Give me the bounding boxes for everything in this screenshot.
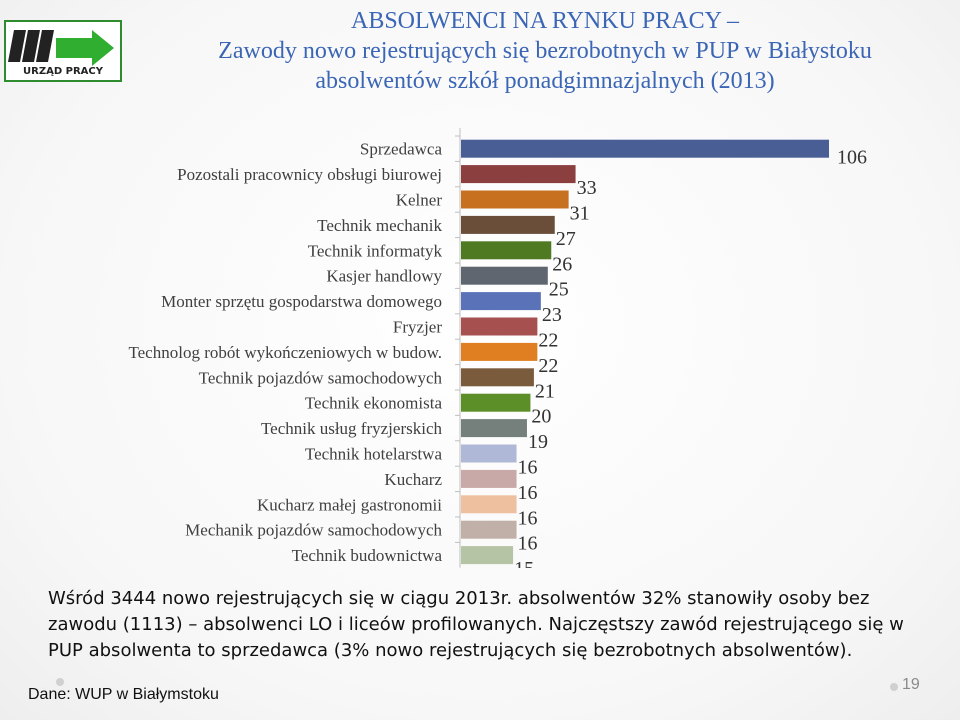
bar — [461, 165, 576, 184]
title-line-1: ABSOLWENCI NA RYNKU PRACY – — [350, 8, 740, 34]
data-label: 26 — [552, 253, 572, 275]
bar — [461, 546, 514, 565]
bar — [461, 368, 534, 387]
bar — [461, 266, 548, 285]
bar — [461, 495, 517, 514]
category-label: Mechanik pojazdów samochodowych — [185, 521, 442, 540]
logo-text: URZĄD PRACY — [23, 66, 103, 77]
urzad-pracy-logo: URZĄD PRACY — [4, 20, 122, 82]
data-label: 15 — [514, 558, 534, 568]
bar — [461, 139, 829, 158]
data-label: 16 — [518, 457, 538, 479]
data-label: 23 — [542, 304, 562, 326]
bar — [461, 520, 517, 539]
data-label: 16 — [518, 533, 538, 555]
decorative-dot — [56, 678, 64, 686]
title-line-3: absolwentów szkół ponadgimnazjalnych (20… — [315, 68, 775, 94]
data-label: 22 — [538, 355, 558, 377]
data-label: 19 — [528, 431, 548, 453]
bar — [461, 190, 569, 209]
data-label: 20 — [531, 406, 551, 428]
data-label: 25 — [549, 279, 569, 301]
data-label: 16 — [518, 482, 538, 504]
category-label: Technik mechanik — [317, 216, 442, 235]
category-label: Fryzjer — [393, 318, 442, 337]
bar — [461, 241, 552, 260]
category-label: Monter sprzętu gospodarstwa domowego — [161, 292, 442, 311]
bar — [461, 393, 531, 412]
page-number: 19 — [902, 676, 920, 693]
bar — [461, 419, 527, 438]
category-label: Technik ekonomista — [305, 394, 443, 413]
data-label: 27 — [556, 228, 576, 250]
data-source: Dane: WUP w Białymstoku — [28, 686, 219, 703]
category-label: Pozostali pracownicy obsługi biurowej — [177, 165, 442, 184]
bar — [461, 342, 538, 361]
category-label: Kucharz małej gastronomii — [257, 495, 442, 514]
title-line-2: Zawody nowo rejestrujących się bezrobotn… — [218, 38, 872, 64]
slide-title: ABSOLWENCI NA RYNKU PRACY – Zawody nowo … — [130, 6, 960, 96]
category-label: Technik usług fryzjerskich — [261, 419, 443, 438]
logo-arrow-icon — [8, 30, 114, 66]
data-label: 22 — [538, 330, 558, 352]
data-label: 16 — [518, 507, 538, 529]
bar — [461, 469, 517, 488]
occupations-bar-chart: Sprzedawca 106 Pozostali pracownicy obsług… — [128, 128, 867, 568]
category-label: Kasjer handlowy — [326, 267, 442, 286]
category-label: Technik informatyk — [308, 241, 443, 260]
category-label: Technik pojazdów samochodowych — [199, 368, 443, 387]
bar — [461, 292, 541, 311]
summary-text: Wśród 3444 nowo rejestrujących się w cią… — [48, 588, 904, 661]
category-label: Technik hotelarstwa — [305, 445, 443, 464]
bar — [461, 317, 538, 336]
category-label: Kucharz — [384, 470, 442, 489]
data-label: 106 — [837, 147, 867, 169]
data-label: 31 — [570, 203, 590, 225]
category-label: Kelner — [396, 191, 443, 210]
data-label: 33 — [577, 177, 597, 199]
bar — [461, 444, 517, 463]
data-label: 21 — [535, 380, 555, 402]
category-label: Technolog robót wykończeniowych w budow. — [128, 343, 442, 362]
bar — [461, 215, 555, 234]
decorative-dot — [890, 683, 898, 691]
category-label: Sprzedawca — [360, 140, 443, 159]
category-label: Technik budownictwa — [292, 546, 443, 565]
